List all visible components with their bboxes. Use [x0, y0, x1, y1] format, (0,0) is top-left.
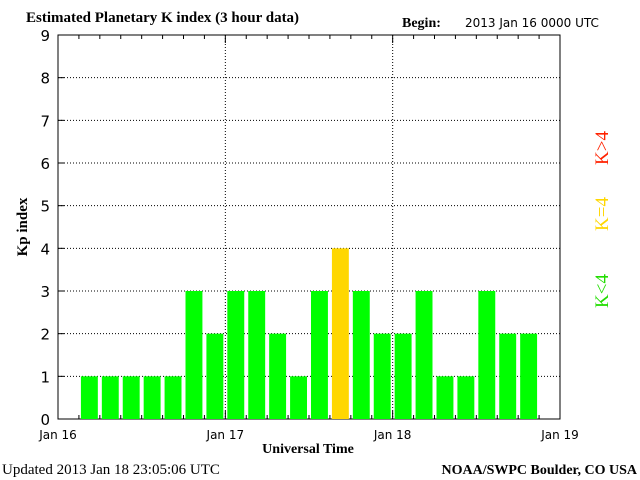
x-axis-ticks: Jan 16 Jan 17 Jan 18 Jan 19 [38, 35, 579, 442]
y-tick-label: 8 [40, 70, 50, 88]
kp-bar [206, 333, 224, 419]
y-tick-label: 2 [40, 326, 50, 344]
kp-bar [80, 376, 98, 419]
kp-bar [164, 376, 182, 419]
y-tick-label: 7 [40, 112, 50, 130]
kp-bar [499, 333, 517, 419]
kp-bar [269, 333, 287, 419]
legend-equal: K=4 [592, 197, 613, 231]
kp-bar [436, 376, 454, 419]
y-tick-label: 9 [40, 27, 50, 45]
vertical-gridlines [224, 35, 394, 419]
kp-bar [520, 333, 538, 419]
x-tick-label: Jan 18 [373, 428, 412, 442]
x-tick-label: Jan 17 [206, 428, 245, 442]
y-tick-label: 3 [40, 283, 50, 301]
legend-above: K>4 [592, 131, 613, 165]
kp-bar [415, 291, 433, 419]
legend-below: K<4 [592, 274, 613, 308]
chart-title: Estimated Planetary K index (3 hour data… [26, 10, 299, 26]
kp-bar [478, 291, 496, 419]
begin-label: Begin: [402, 16, 441, 31]
x-tick-label: Jan 19 [540, 428, 579, 442]
kp-bar [248, 291, 266, 419]
kp-bar [227, 291, 245, 419]
kp-bar [373, 333, 391, 419]
kp-bar [143, 376, 161, 419]
kp-bar [290, 376, 307, 419]
kp-bar [457, 376, 475, 419]
y-axis-ticks: 0 1 2 3 4 5 6 7 8 9 [40, 27, 64, 429]
kp-bar [352, 291, 370, 419]
x-tick-label: Jan 16 [38, 428, 77, 442]
y-axis-label: Kp index [15, 197, 31, 256]
credit-text: NOAA/SWPC Boulder, CO USA [441, 463, 637, 478]
kp-bar [185, 291, 203, 419]
begin-value: 2013 Jan 16 0000 UTC [465, 16, 599, 30]
y-tick-label: 1 [40, 368, 50, 386]
y-tick-label: 4 [40, 240, 50, 258]
kp-bar [311, 291, 328, 419]
y-tick-label: 5 [40, 198, 50, 216]
y-tick-label: 0 [40, 411, 50, 429]
kp-bar [122, 376, 140, 419]
kp-bar [331, 248, 349, 419]
kp-bar [394, 333, 412, 419]
y-tick-label: 6 [40, 155, 50, 173]
updated-text: Updated 2013 Jan 18 23:05:06 UTC [2, 462, 220, 478]
kp-bars [80, 248, 538, 419]
x-axis-label: Universal Time [262, 442, 354, 457]
kp-bar [101, 376, 119, 419]
